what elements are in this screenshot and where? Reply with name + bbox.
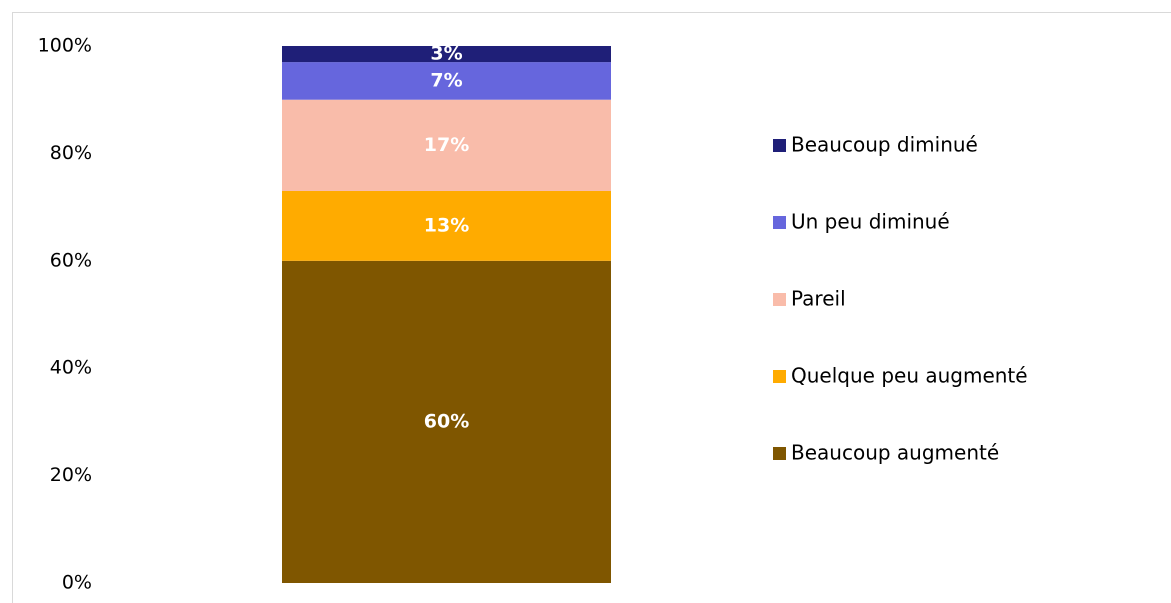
data-label: 60% [424,410,469,432]
y-tick-label: 40% [50,357,92,379]
legend-label: Quelque peu augmenté [791,364,1028,388]
y-tick-label: 0% [62,572,92,594]
legend-marker [773,216,786,229]
bar-segment [282,99,611,191]
bar-segment [282,46,611,63]
bar-segment [282,190,611,261]
data-label: 13% [424,214,469,236]
legend-marker [773,293,786,306]
legend-label: Un peu diminué [791,210,950,234]
legend-label: Beaucoup augmenté [791,441,999,465]
bar-segment [282,62,611,100]
data-label: 3% [430,43,462,65]
y-tick-label: 80% [50,142,92,164]
chart-frame [12,12,1171,603]
y-tick-label: 100% [38,35,92,57]
y-tick-label: 60% [50,249,92,271]
legend-label: Beaucoup diminué [791,133,978,157]
y-tick-label: 20% [50,464,92,486]
legend-marker [773,447,786,460]
legend-marker [773,139,786,152]
data-label: 17% [424,134,469,156]
data-label: 7% [430,69,462,91]
legend-marker [773,370,786,383]
bar-segment [282,260,611,583]
legend-label: Pareil [791,287,846,311]
